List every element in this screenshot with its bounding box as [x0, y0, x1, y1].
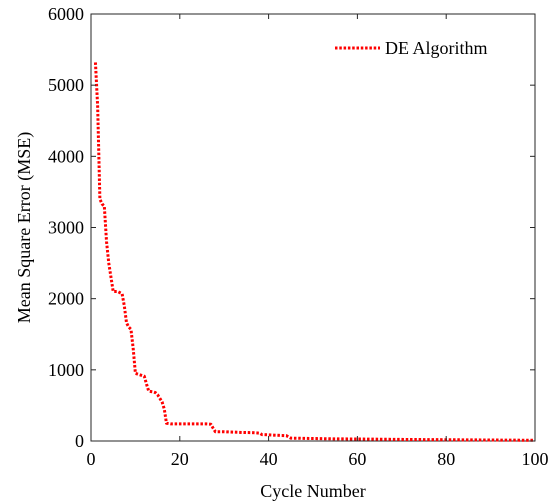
- y-axis-ticks: 0 1000 2000 3000 4000 5000 6000: [48, 4, 535, 451]
- plot-area: [90, 13, 536, 442]
- legend: DE Algorithm: [335, 38, 488, 58]
- y-axis-label: Mean Square Error (MSE): [14, 132, 35, 323]
- y-tick-label: 3000: [48, 218, 84, 238]
- y-tick-label: 1000: [48, 360, 84, 380]
- series-line-de-algorithm: [93, 62, 536, 442]
- x-axis-label: Cycle Number: [260, 481, 365, 501]
- y-tick-label: 5000: [48, 75, 84, 95]
- x-tick-label: 100: [522, 449, 549, 469]
- x-tick-label: 80: [437, 449, 455, 469]
- x-tick-label: 60: [348, 449, 366, 469]
- x-tick-label: 20: [171, 449, 189, 469]
- x-tick-label: 40: [260, 449, 278, 469]
- x-tick-label: 0: [87, 449, 96, 469]
- y-tick-label: 6000: [48, 4, 84, 24]
- plot-frame: [90, 13, 536, 442]
- y-tick-label: 0: [75, 431, 84, 451]
- y-tick-label: 2000: [48, 289, 84, 309]
- legend-label-de-algorithm: DE Algorithm: [385, 38, 488, 58]
- series-layer: [93, 62, 536, 442]
- y-tick-label: 4000: [48, 146, 84, 166]
- x-axis-ticks: 0 20 40 60 80 100: [87, 14, 549, 469]
